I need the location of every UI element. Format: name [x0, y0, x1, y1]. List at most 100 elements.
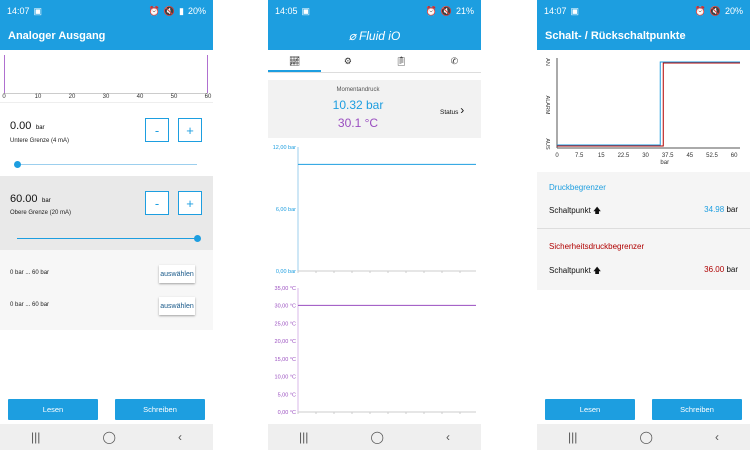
- temp-tick-label: 30,00 °C: [275, 304, 296, 310]
- limiter-value: 34.98: [704, 205, 725, 214]
- lower-slider-thumb[interactable]: [13, 161, 21, 168]
- app-logo: ⌀ Fluid iO: [268, 22, 481, 50]
- tab-chart[interactable]: 📈︎: [268, 50, 322, 72]
- read-button[interactable]: Lesen: [545, 399, 635, 420]
- recents-icon[interactable]: |||: [31, 430, 41, 444]
- x-tick-label: 22.5: [618, 153, 630, 159]
- x-tick-label: 0: [555, 153, 559, 159]
- axis-tick-label: 30: [102, 94, 110, 100]
- x-tick-label: 15: [598, 153, 605, 159]
- axis-tick-label: 0: [2, 94, 6, 100]
- axis-tick-label: 60: [204, 94, 212, 100]
- limiter-label: Schaltpunkt: [549, 206, 591, 215]
- range-text: 0 bar ... 60 bar: [10, 302, 50, 308]
- temp-tick-label: 20,00 °C: [275, 339, 296, 345]
- read-button[interactable]: Lesen: [8, 399, 98, 420]
- arrow-up-icon: 🡅: [593, 266, 602, 275]
- status-time: 14:07: [7, 6, 30, 16]
- lower-value: 0.00: [10, 120, 32, 132]
- pressure-tick-label: 12,00 bar: [273, 145, 296, 151]
- limiter-heading: Druckbegrenzer: [549, 183, 606, 192]
- x-tick-label: 30: [642, 153, 649, 159]
- home-icon[interactable]: ◯: [639, 430, 653, 444]
- limiter-value-row: 34.98 bar: [704, 205, 738, 214]
- status-bar: 14:05 ▣ ⏰ 🔇 21%: [268, 0, 481, 22]
- upper-value: 60.00: [10, 193, 38, 205]
- status-bar: 14:07 ▣ ⏰ 🔇 20%: [537, 0, 750, 22]
- alarm-icon: ⏰: [425, 5, 437, 16]
- upper-minus-button[interactable]: -: [145, 191, 169, 215]
- upper-slider-track[interactable]: [17, 238, 197, 239]
- limiter-row: Schaltpunkt 🡅: [549, 205, 601, 219]
- limiter-unit: bar: [726, 205, 738, 214]
- x-tick-label: 45: [686, 153, 693, 159]
- select-range-button[interactable]: auswählen: [159, 297, 195, 315]
- android-nav-bar: ||| ◯ ‹: [537, 424, 750, 450]
- page-title: Schalt- / Rückschaltpunkte: [537, 22, 750, 50]
- back-icon[interactable]: ‹: [445, 430, 450, 444]
- y-state-label: AN: [544, 58, 550, 66]
- upper-slider-thumb[interactable]: [193, 235, 201, 242]
- temp-tick-label: 15,00 °C: [275, 357, 296, 363]
- home-icon[interactable]: ◯: [102, 430, 116, 444]
- image-icon: ▣: [33, 5, 43, 16]
- tab-settings[interactable]: ⚙: [321, 50, 374, 72]
- axis-tick-label: 10: [34, 94, 42, 100]
- select-range-button[interactable]: auswählen: [159, 265, 195, 283]
- recents-icon[interactable]: |||: [299, 430, 309, 444]
- upper-plus-button[interactable]: +: [178, 191, 202, 215]
- axis-tick-label: 50: [170, 94, 178, 100]
- write-button[interactable]: Schreiben: [115, 399, 205, 420]
- safety-label: Schaltpunkt: [549, 266, 591, 275]
- temp-tick-label: 10,00 °C: [275, 375, 296, 381]
- lower-plus-button[interactable]: +: [178, 118, 202, 142]
- status-time: 14:07: [544, 6, 567, 16]
- switch-points-panel: Druckbegrenzer Schaltpunkt 🡅 34.98 bar S…: [537, 172, 750, 290]
- lower-limit-panel: 0.00 bar Untere Grenze (4 mA) - +: [0, 102, 213, 176]
- tab-contact[interactable]: ✆: [428, 50, 481, 72]
- phone-icon: ✆: [450, 55, 459, 66]
- gear-icon: ⚙: [343, 55, 352, 66]
- switch-point-chart: AN ALARM AUS 0 7.5 15 22.5 30 37.5 45 52.5 60 bar: [544, 58, 740, 166]
- battery-level: 20%: [187, 6, 206, 16]
- mute-icon: 🔇: [440, 5, 452, 16]
- safety-row: Schaltpunkt 🡅: [549, 265, 601, 279]
- temp-tick-label: 0,00 °C: [278, 410, 296, 416]
- recents-icon[interactable]: |||: [568, 430, 578, 444]
- back-icon[interactable]: ‹: [177, 430, 182, 444]
- x-tick-label: 7.5: [575, 153, 584, 159]
- safety-heading: Sicherheitsdruckbegrenzer: [549, 242, 645, 251]
- pressure-value: 10.32 bar: [332, 98, 384, 112]
- mute-icon: 🔇: [709, 5, 721, 16]
- status-bar: 14:07 ▣ ⏰ 🔇 ▮ 20%: [0, 0, 213, 22]
- tab-checklist[interactable]: 📋︎: [375, 50, 428, 72]
- lower-slider-track[interactable]: [17, 164, 197, 165]
- pressure-tick-label: 6,00 bar: [276, 207, 296, 213]
- y-state-label: ALARM: [544, 96, 550, 115]
- upper-unit: bar: [41, 198, 51, 204]
- write-button[interactable]: Schreiben: [652, 399, 742, 420]
- status-label: Status: [440, 109, 459, 116]
- page-title: Analoger Ausgang: [0, 22, 213, 50]
- phone-analog-output: 14:07 ▣ ⏰ 🔇 ▮ 20% Analoger Ausgang 0 10 20 30 40…: [0, 0, 213, 450]
- upper-label: Obere Grenze (20 mA): [10, 210, 72, 216]
- lower-minus-button[interactable]: -: [145, 118, 169, 142]
- tab-bar: 📈︎ ⚙ 📋︎ ✆: [268, 50, 481, 73]
- pressure-tick-label: 0,00 bar: [276, 269, 296, 275]
- status-link[interactable]: Status ›: [440, 103, 464, 117]
- upper-limit-panel: 60.00 bar Obere Grenze (20 mA) - +: [0, 176, 213, 250]
- phone-switch-points: 14:07 ▣ ⏰ 🔇 20% Schalt- / Rückschaltpunkte …: [537, 0, 750, 450]
- battery-level: 20%: [724, 6, 743, 16]
- safety-value: 36.00: [704, 265, 725, 274]
- home-icon[interactable]: ◯: [370, 430, 384, 444]
- signal-icon: ▮: [179, 5, 184, 16]
- phone-live-values: 14:05 ▣ ⏰ 🔇 21% ⌀ Fluid iO 📈︎ ⚙ 📋︎ ✆ Momenta…: [268, 0, 481, 450]
- chevron-right-icon: ›: [460, 103, 465, 117]
- back-icon[interactable]: ‹: [714, 430, 719, 444]
- axis-tick-label: 40: [136, 94, 144, 100]
- x-tick-label: 37.5: [662, 153, 674, 159]
- range-text: 0 bar ... 60 bar: [10, 270, 50, 276]
- arrow-up-icon: 🡅: [593, 206, 602, 215]
- current-label: Momentandruck: [336, 87, 380, 93]
- trend-charts: 12,00 bar 6,00 bar 0,00 bar 35,00 °C 30,00 °…: [273, 145, 476, 416]
